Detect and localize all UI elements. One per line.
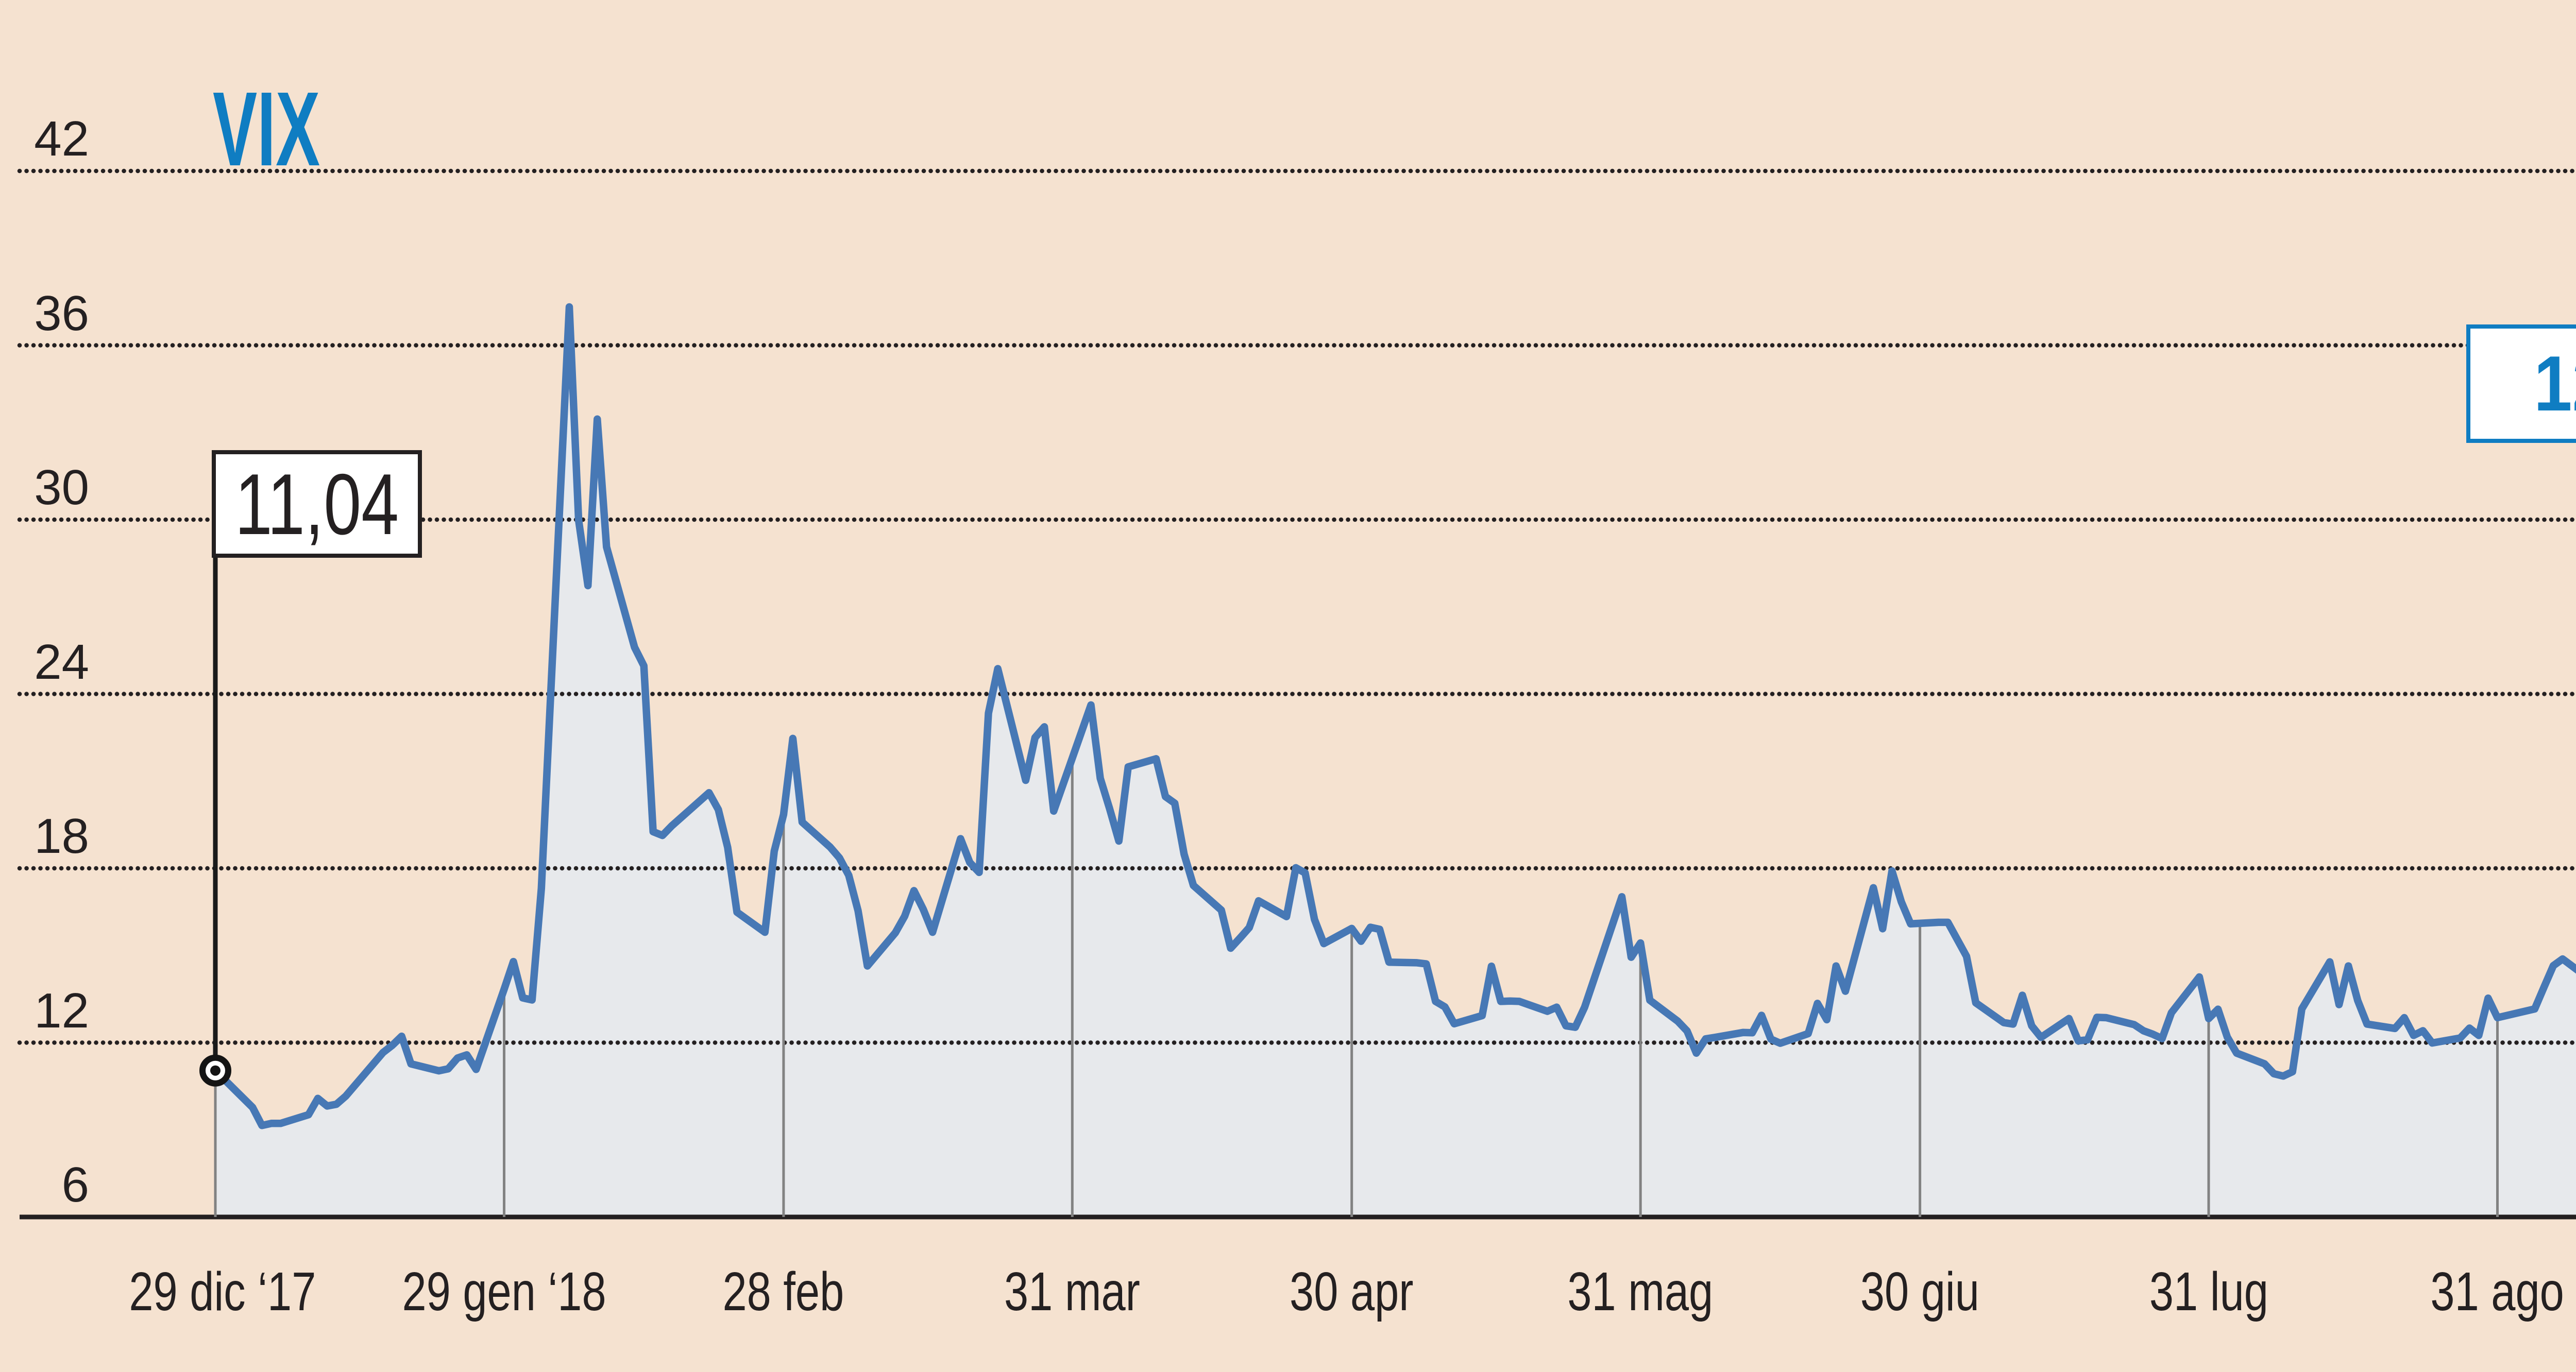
end-value-callout: 12 [2466,324,2576,443]
end-value-label: 12 [2534,340,2576,427]
x-tick-label: 31 lug [2149,1261,2268,1322]
start-value-callout: 11,04 [212,450,422,558]
y-tick-label: 36 [34,285,89,341]
y-tick-label: 12 [34,983,89,1038]
x-tick-label: 30 giu [1860,1261,1980,1322]
area-fill [215,307,2576,1217]
start-point-marker-dot [210,1065,221,1076]
x-tick-label: 28 feb [722,1261,844,1322]
y-tick-label: 24 [34,634,89,690]
x-tick-label: 31 mag [1567,1261,1714,1322]
y-tick-label: 42 [34,111,89,166]
x-tick-label: 31 mar [1004,1261,1141,1322]
x-tick-label: 19 sett [2538,1264,2576,1319]
x-tick-label: 31 ago [2430,1261,2565,1322]
chart-title: VIX [213,70,320,188]
vix-line [211,303,2576,1129]
x-tick-label: 29 gen ‘18 [402,1261,606,1322]
y-tick-label: 6 [61,1157,89,1212]
y-tick-label: 30 [34,460,89,515]
start-value-label: 11,04 [234,455,399,553]
y-tick-label: 18 [34,809,89,864]
x-tick-label: 29 dic ‘17 [129,1261,316,1322]
x-tick-label: 30 apr [1290,1261,1414,1322]
